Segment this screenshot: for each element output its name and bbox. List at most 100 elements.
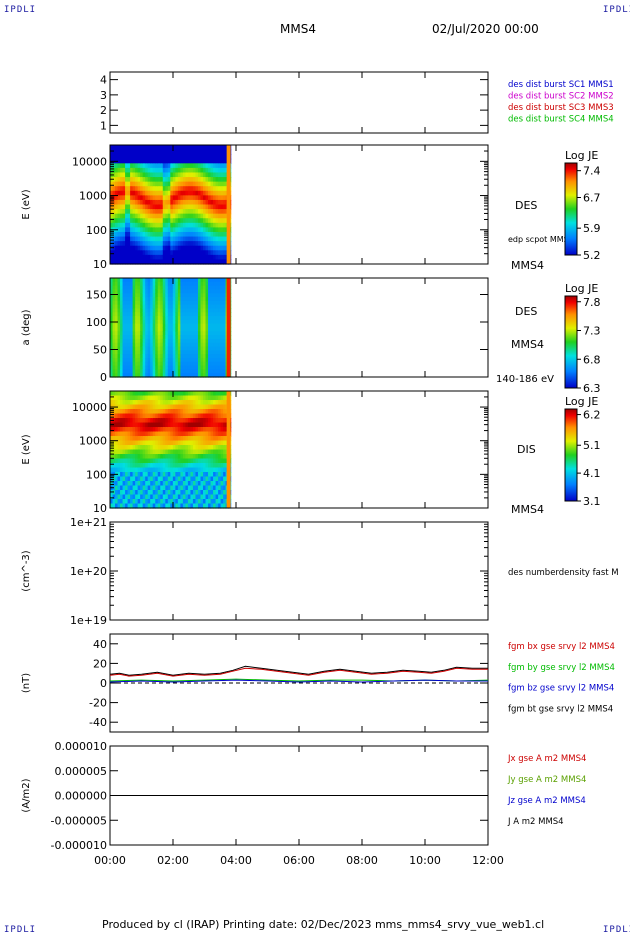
- heatmap-cell: [140, 236, 144, 242]
- heatmap-cell: [122, 436, 126, 442]
- heatmap-cell: [185, 285, 189, 291]
- heatmap-cell: [205, 254, 209, 261]
- legend-entry: Jx gse A m2 MMS4: [507, 754, 586, 764]
- heatmap-cell: [130, 281, 134, 287]
- heatmap-cell: [223, 259, 227, 265]
- heatmap-cell: [150, 281, 154, 287]
- heatmap-cell: [205, 231, 209, 238]
- heatmap-cell: [132, 445, 136, 451]
- heatmap-cell: [187, 361, 192, 367]
- heatmap-cell: [160, 503, 164, 509]
- heatmap-cell: [122, 289, 126, 294]
- heatmap-cell: [142, 335, 146, 340]
- heatmap-cell: [125, 227, 129, 233]
- heatmap-cell: [152, 308, 156, 313]
- heatmap-cell: [177, 312, 181, 317]
- heatmap-cell: [208, 316, 212, 321]
- heatmap-cell: [197, 458, 202, 464]
- heatmap-cell: [155, 278, 159, 283]
- heatmap-cell: [162, 449, 166, 455]
- heatmap-cell: [215, 145, 219, 151]
- heatmap-cell: [167, 481, 171, 487]
- heatmap-cell: [160, 404, 164, 410]
- heatmap-cell: [175, 177, 179, 183]
- spacecraft-title: MMS4: [280, 22, 316, 36]
- heatmap-cell: [223, 481, 227, 487]
- heatmap-cell: [127, 145, 131, 151]
- heatmap-cell: [167, 167, 171, 174]
- heatmap-cell: [218, 204, 222, 210]
- heatmap-cell: [175, 418, 179, 424]
- heatmap-cell: [180, 245, 184, 251]
- heatmap-cell: [157, 177, 161, 183]
- heatmap-cell: [160, 222, 164, 228]
- heatmap-cell: [112, 300, 116, 306]
- heatmap-cell: [160, 436, 164, 442]
- heatmap-cell: [132, 485, 136, 491]
- heatmap-cell: [185, 331, 189, 336]
- heatmap-cell: [213, 346, 217, 351]
- heatmap-cell: [135, 308, 139, 313]
- heatmap-cell: [210, 327, 214, 332]
- heatmap-cell: [210, 195, 214, 201]
- heatmap-cell: [140, 440, 144, 446]
- heatmap-cell: [220, 241, 224, 247]
- heatmap-cell: [117, 431, 121, 437]
- heatmap-cell: [127, 278, 131, 283]
- heatmap-cell: [147, 218, 151, 224]
- heatmap-cell: [190, 342, 194, 348]
- heatmap-cell: [180, 431, 184, 437]
- heatmap-cell: [202, 494, 207, 500]
- heatmap-cell: [192, 289, 197, 294]
- heatmap-cell: [125, 289, 129, 294]
- heatmap-cell: [130, 335, 134, 340]
- heatmap-cell: [162, 391, 166, 397]
- heatmap-cell: [165, 254, 169, 261]
- heatmap-cell: [142, 494, 146, 500]
- heatmap-cell: [195, 154, 199, 160]
- heatmap-cell: [145, 476, 149, 482]
- heatmap-cell: [147, 231, 151, 238]
- heatmap-cell: [112, 445, 116, 451]
- heatmap-cell: [120, 181, 124, 187]
- heatmap-cell: [175, 300, 179, 306]
- heatmap-cell: [177, 231, 181, 238]
- heatmap-cell: [145, 323, 149, 329]
- heatmap-cell: [130, 209, 134, 215]
- heatmap-cell: [142, 278, 146, 283]
- heatmap-cell: [195, 293, 199, 298]
- heatmap-cell: [110, 503, 114, 509]
- heatmap-cell: [142, 199, 146, 206]
- heatmap-cell: [165, 297, 169, 302]
- heatmap-cell: [135, 361, 139, 367]
- heatmap-cell: [122, 172, 126, 178]
- heatmap-cell: [152, 278, 156, 283]
- heatmap-cell: [167, 316, 171, 321]
- heatmap-cell: [117, 413, 121, 419]
- heatmap-cell: [175, 494, 179, 500]
- heatmap-cell: [182, 316, 187, 321]
- heatmap-cell: [130, 213, 134, 219]
- heatmap-cell: [150, 308, 154, 313]
- heatmap-cell: [177, 222, 181, 228]
- heatmap-cell: [115, 369, 119, 374]
- heatmap-cell: [172, 209, 176, 215]
- heatmap-cell: [190, 413, 194, 419]
- heatmap-cell: [213, 436, 217, 442]
- heatmap-cell: [120, 445, 124, 451]
- heatmap-cell: [202, 400, 207, 406]
- heatmap-cell: [215, 195, 219, 201]
- heatmap-cell: [162, 369, 166, 374]
- heatmap-cell: [210, 391, 214, 397]
- heatmap-cell: [190, 245, 194, 251]
- heatmap-cell: [167, 177, 171, 183]
- heatmap-cell: [142, 254, 146, 261]
- heatmap-cell: [213, 499, 217, 505]
- heatmap-cell: [132, 357, 136, 363]
- heatmap-cell: [165, 312, 169, 317]
- heatmap-cell: [145, 231, 149, 238]
- heatmap-cell: [200, 186, 204, 192]
- heatmap-cell: [208, 361, 212, 367]
- heatmap-cell: [110, 316, 114, 321]
- heatmap-cell: [117, 418, 121, 424]
